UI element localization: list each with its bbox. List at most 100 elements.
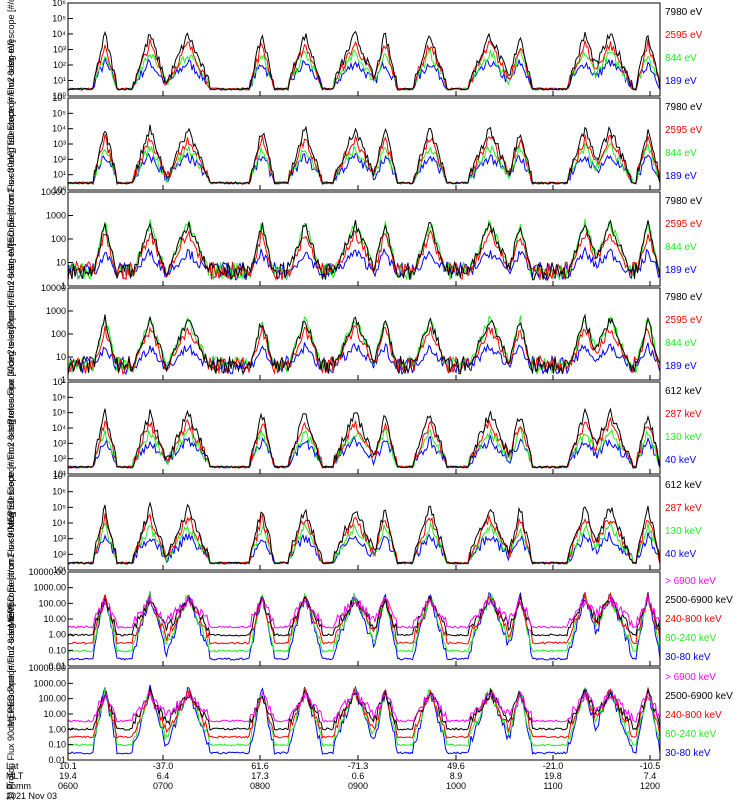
panel-2-ytick-label-1: 10⁰ (52, 185, 66, 195)
panel-6-legend-1: 612 keV (665, 480, 702, 491)
panel-1-ylabel: TED Electron Flux 0deg telescope [#/cm2-… (6, 0, 16, 151)
panel-5-ytick-label-1: 10¹ (53, 469, 66, 479)
panel-8: 0.01 0.10 1.00 10.00 100.00 1000.00 10000.00 ME… (6, 604, 733, 800)
panel-7-ytick-label-1: 0.01 (48, 661, 66, 671)
panel-3-legend-3: 844 eV (665, 242, 697, 253)
panel-1: 10⁰ 10¹ 10² 10³ 10⁴ 10⁵ 10⁶ TED Electron Flux 0… (6, 0, 703, 151)
panel-1-legend-3: 844 eV (665, 53, 697, 64)
panel-7-legend-2: 2500-6900 keV (665, 595, 733, 606)
panel-7-ytick-label-4: 10.00 (43, 614, 66, 624)
panel-6: 10¹ 10² 10³ 10⁴ 10⁵ 10⁶ 10⁷ MEPED Electron Flux… (6, 419, 702, 627)
panel-3-legend-2: 2595 eV (665, 219, 703, 230)
panel-5-ytick-label-4: 10⁴ (52, 423, 66, 433)
panel-4-series-3 (67, 325, 661, 376)
panel-5-legend-3: 130 keV (665, 432, 702, 443)
panel-8-ytick-label-5: 100.00 (38, 694, 66, 704)
panel-1-legend-4: 189 eV (665, 76, 697, 87)
hhmm-value-6: 1100 (543, 781, 562, 791)
panel-8-series-2 (67, 687, 661, 747)
panel-2-ytick-label-6: 10⁵ (52, 108, 66, 118)
panel-7: 0.01 0.10 1.00 10.00 100.00 1000.00 10000.00 ME… (6, 511, 733, 726)
panel-7-ytick-label-6: 1000.00 (33, 583, 66, 593)
panel-7-series-2 (68, 591, 661, 654)
panel-8-series-4 (67, 686, 661, 731)
panel-4: 1 10 100 1000 10000 Proton Flux 30deg telesco… (6, 243, 703, 424)
panel-1-frame (67, 2, 661, 97)
panel-6-ytick-label-2: 10² (53, 549, 66, 559)
panel-3-ytick-label-2: 10 (56, 258, 66, 268)
panel-4-ytick-label-3: 100 (51, 329, 66, 339)
panel-8-traces (67, 684, 661, 755)
panel-4-traces (67, 313, 661, 376)
mlt-value-6: 19.8 (544, 771, 562, 781)
panel-5-ytick-label-3: 10³ (53, 438, 66, 448)
panel-8-ytick-label-7: 10000.00 (28, 663, 66, 673)
panel-5-series-4 (67, 407, 661, 469)
panel-8-ytick-label-2: 0.10 (48, 740, 66, 750)
lat-value-6: -21.0 (543, 761, 564, 771)
panel-2-ytick-label-3: 10² (53, 154, 66, 164)
mlt-value-5: 8.9 (450, 771, 463, 781)
panel-2-ytick-label-4: 10³ (53, 139, 66, 149)
footer-label-lat: Lat (6, 761, 19, 771)
hhmm-value-5: 1000 (446, 781, 466, 791)
date-label: 2021 Nov 03 (6, 791, 57, 800)
panel-2: 10⁰ 10¹ 10² 10³ 10⁴ 10⁵ 10⁶ TED Electron Flux 3… (6, 40, 703, 248)
panel-8-legend-5: 30-80 keV (665, 748, 711, 759)
lat-value-4: -71.3 (348, 761, 369, 771)
mlt-value-7: 7.4 (644, 771, 657, 781)
panel-3-ytick-label-3: 100 (51, 234, 66, 244)
panel-4-legend-3: 844 eV (665, 338, 697, 349)
panel-7-legend-5: 30-80 keV (665, 652, 711, 663)
panel-8-ytick-label-4: 10.00 (43, 709, 66, 719)
panel-3-ytick-label-4: 1000 (46, 211, 66, 221)
panel-8-ylabel: MEPED Proton Flux 90deg telescope [#/cm2… (6, 604, 16, 800)
panel-8-series-3 (67, 687, 661, 739)
panel-5-legend-2: 287 keV (665, 409, 702, 420)
panel-1-ytick-label-5: 10⁴ (52, 29, 66, 39)
panel-4-frame (67, 287, 661, 381)
panel-1-ytick-label-7: 10⁶ (52, 0, 66, 8)
lat-value-5: 49.6 (447, 761, 465, 771)
panel-4-legend-4: 189 eV (665, 361, 697, 372)
panel-2-legend-4: 189 eV (665, 171, 697, 182)
panel-7-ytick-label-5: 100.00 (38, 598, 66, 608)
hhmm-value-4: 0900 (348, 781, 368, 791)
panel-1-series-4 (67, 30, 661, 91)
panel-4-series-4 (67, 313, 661, 376)
panel-6-legend-3: 130 keV (665, 526, 702, 537)
panel-2-ylabel: TED Electron Flux 30deg telescope [#/cm2… (6, 40, 16, 248)
panel-6-traces (67, 501, 661, 566)
panel-5-ytick-label-6: 10⁶ (52, 392, 66, 402)
panel-3-legend-1: 7980 eV (665, 196, 703, 207)
panel-8-legend-2: 2500-6900 keV (665, 691, 733, 702)
lat-value-1: 10.1 (59, 761, 77, 771)
panel-4-ytick-label-1: 1 (61, 375, 66, 385)
panel-4-legend-2: 2595 eV (665, 315, 703, 326)
panel-5-ytick-label-5: 10⁵ (52, 408, 66, 418)
panel-7-series-1 (67, 591, 661, 661)
panel-7-legend-3: 240-800 keV (665, 614, 722, 625)
panel-2-ytick-label-7: 10⁶ (52, 93, 66, 103)
panel-1-ytick-label-6: 10⁵ (52, 14, 66, 24)
panel-5-legend-1: 612 keV (665, 386, 702, 397)
panel-8-series-1 (67, 684, 661, 755)
panel-7-series-5 (67, 594, 661, 629)
panel-8-ytick-label-3: 1.00 (48, 724, 66, 734)
panel-2-ytick-label-5: 10⁴ (52, 124, 66, 134)
panel-6-ylabel: MEPED Electron Flux 90deg telescope [#/c… (6, 419, 16, 627)
panel-4-ytick-label-5: 10000 (41, 283, 66, 293)
panel-3-legend-4: 189 eV (665, 265, 697, 276)
panel-4-ylabel: Proton Flux 30deg telescope [#/cm2-s-str… (6, 243, 16, 424)
panel-1-ytick-label-1: 10⁰ (52, 91, 66, 101)
panel-6-series-4 (68, 501, 661, 566)
panel-3-ylabel: Proton Flux 0deg telescope [#/cm2-s-str-… (6, 151, 16, 327)
panel-1-ytick-label-3: 10² (53, 60, 66, 70)
panel-5-ytick-label-7: 10⁷ (53, 377, 66, 387)
panel-7-traces (67, 591, 661, 661)
panel-7-legend-4: 80-240 keV (665, 633, 716, 644)
panel-4-ytick-label-4: 1000 (46, 306, 66, 316)
panel-8-legend-3: 240-800 keV (665, 710, 722, 721)
